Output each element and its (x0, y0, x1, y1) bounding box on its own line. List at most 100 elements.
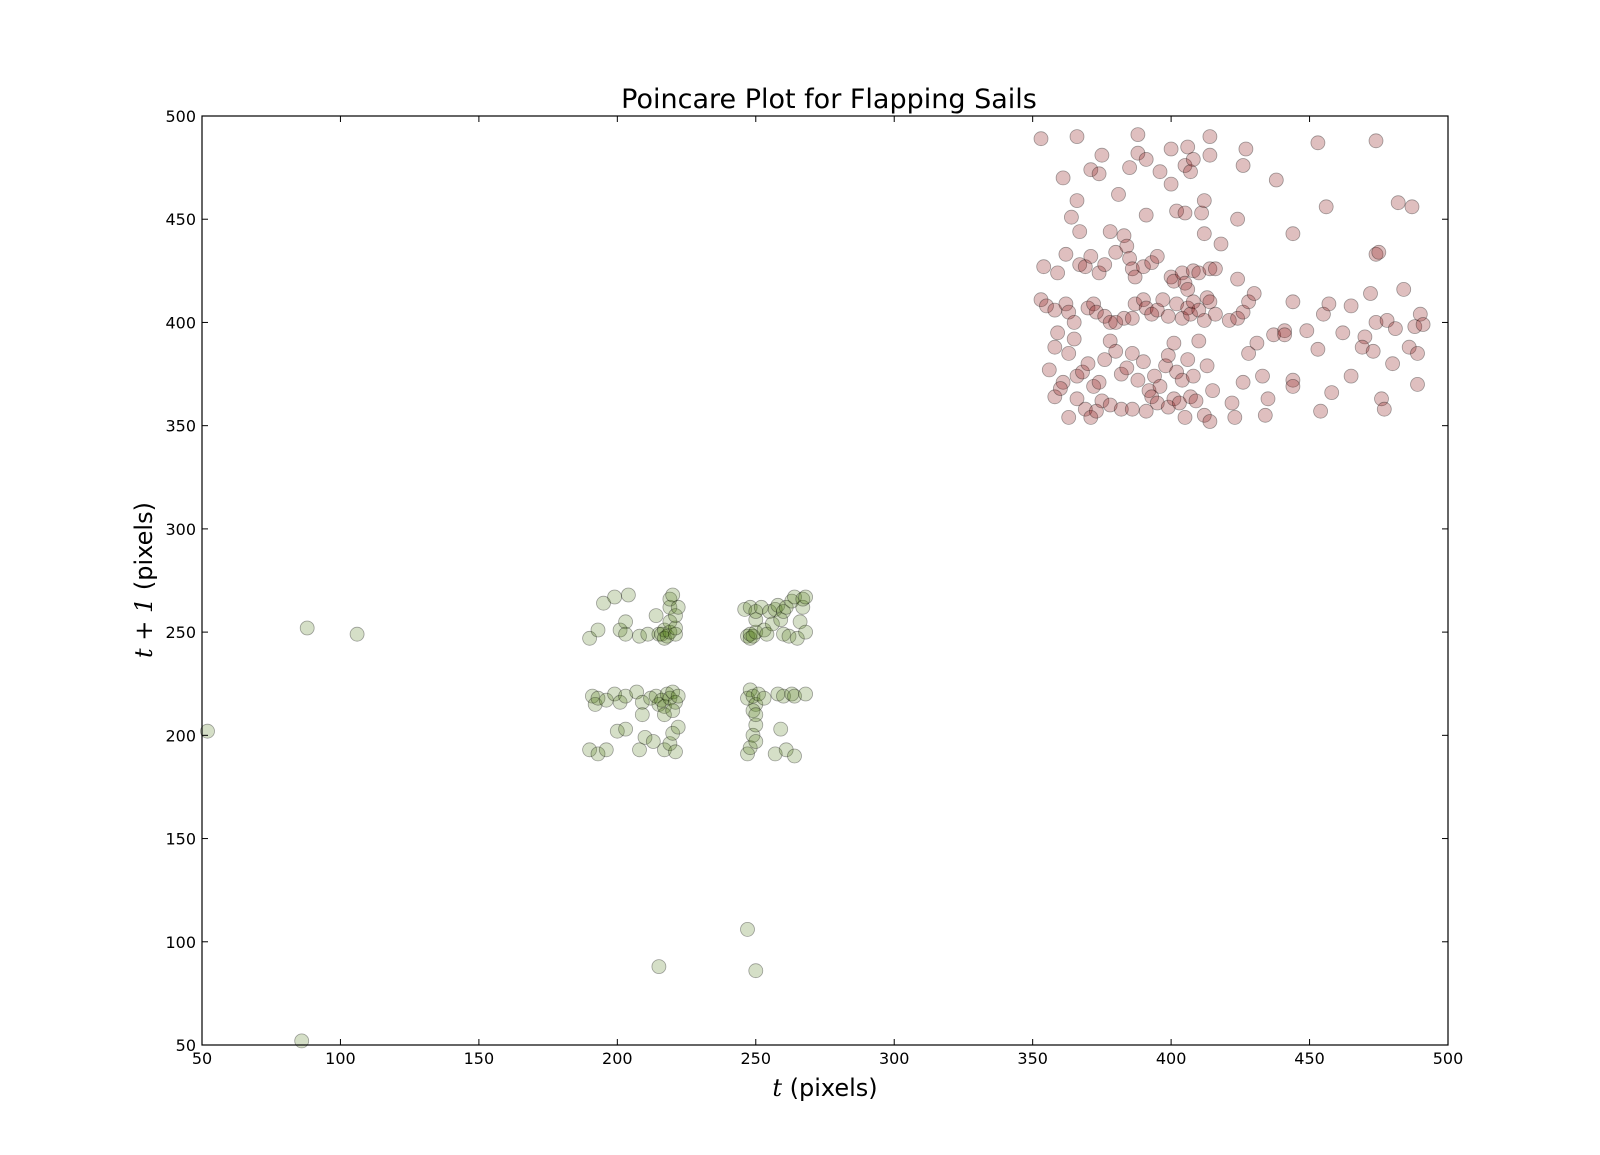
data-point-s0-39 (1036, 259, 1052, 275)
data-point-s1-49 (776, 626, 791, 642)
data-point-s0-17 (1177, 158, 1193, 173)
data-point-s0-137 (1113, 366, 1129, 382)
data-point-s0-155 (1235, 374, 1251, 390)
data-point-s1-39 (748, 612, 764, 628)
data-point-s1-52 (781, 628, 797, 644)
data-point-s0-43 (1077, 259, 1093, 275)
data-point-s0-98 (1199, 290, 1215, 306)
data-point-s0-164 (1365, 343, 1381, 359)
data-point-s1-38 (748, 624, 764, 640)
data-point-s1-45 (765, 616, 780, 632)
data-point-s1-28 (668, 626, 683, 642)
data-point-s0-117 (1379, 312, 1395, 328)
data-point-s0-142 (1141, 383, 1157, 399)
data-point-s0-199 (1410, 376, 1425, 392)
data-point-s1-77 (665, 684, 681, 700)
data-point-s0-7 (1083, 162, 1099, 178)
data-point-s0-141 (1136, 354, 1151, 370)
data-point-s0-90 (1160, 308, 1176, 324)
data-point-s0-170 (1053, 381, 1068, 396)
data-point-s0-168 (1410, 345, 1425, 361)
data-point-s1-112 (787, 748, 802, 764)
y-tick-label: 300 (165, 520, 196, 539)
data-point-s0-55 (1149, 248, 1165, 264)
data-point-s1-29 (668, 620, 683, 636)
data-point-s0-72 (1047, 302, 1063, 318)
data-point-s0-37 (1390, 195, 1406, 211)
data-point-s0-16 (1163, 176, 1179, 192)
data-point-s1-98 (645, 734, 661, 749)
data-point-s0-133 (1091, 374, 1107, 390)
y-tick-label: 150 (165, 830, 196, 849)
data-point-s0-53 (1136, 259, 1151, 275)
data-point-s0-89 (1155, 292, 1171, 308)
data-point-s1-30 (668, 608, 683, 623)
data-point-s0-88 (1149, 302, 1165, 318)
x-tick-label: 100 (325, 1049, 356, 1068)
data-point-s0-167 (1401, 339, 1417, 355)
data-point-s1-85 (756, 690, 772, 706)
y-axis-var: t + 1 (130, 598, 158, 658)
data-point-s0-8 (1091, 166, 1107, 182)
y-tick-label: 500 (165, 107, 196, 126)
data-point-s0-87 (1144, 306, 1160, 322)
data-point-s0-94 (1183, 306, 1198, 322)
data-point-s0-114 (1357, 329, 1373, 345)
data-point-s0-67 (1285, 226, 1301, 242)
data-point-s0-147 (1166, 335, 1182, 351)
data-point-s0-143 (1147, 368, 1162, 384)
data-point-s1-74 (657, 699, 672, 714)
data-point-s1-6 (748, 963, 764, 979)
y-axis-unit: (pixels) (130, 502, 158, 598)
data-point-s0-32 (1138, 207, 1154, 223)
data-point-s0-140 (1130, 372, 1146, 388)
data-point-s0-85 (1136, 292, 1151, 308)
data-point-s1-103 (670, 719, 686, 735)
data-point-s1-94 (609, 723, 625, 739)
data-point-s0-158 (1255, 368, 1270, 384)
data-point-s1-86 (770, 686, 786, 702)
data-point-s0-61 (1185, 263, 1201, 279)
data-point-s1-116 (745, 703, 761, 718)
data-point-s1-33 (740, 628, 755, 644)
data-point-s0-79 (1097, 308, 1113, 324)
data-point-s0-188 (1188, 393, 1204, 409)
data-point-s0-9 (1094, 147, 1110, 163)
y-tick-label: 350 (165, 417, 196, 436)
data-point-s0-48 (1116, 228, 1132, 244)
data-point-s1-47 (770, 597, 786, 613)
data-point-s0-129 (1069, 368, 1085, 384)
data-point-s0-102 (1230, 310, 1245, 326)
data-point-s1-79 (670, 688, 686, 704)
data-point-s0-5 (1368, 133, 1384, 149)
y-tick-label: 400 (165, 313, 196, 332)
data-point-s0-27 (1268, 172, 1284, 188)
data-point-s1-37 (745, 628, 761, 644)
data-point-s1-67 (618, 688, 633, 704)
data-point-s1-110 (773, 721, 789, 737)
data-point-s1-57 (795, 599, 811, 615)
data-point-s0-105 (1246, 286, 1262, 301)
data-point-s0-157 (1249, 335, 1265, 351)
data-point-s1-11 (612, 622, 628, 638)
data-point-s1-100 (662, 736, 678, 751)
data-point-s0-189 (1196, 407, 1212, 423)
data-point-s1-50 (776, 604, 791, 619)
data-point-s1-5 (740, 922, 755, 937)
data-point-s0-70 (1033, 292, 1049, 308)
y-tick-label: 100 (165, 933, 196, 952)
data-point-s1-17 (648, 608, 664, 623)
data-point-s0-166 (1385, 356, 1400, 372)
data-point-s0-29 (1069, 193, 1085, 209)
data-point-s1-25 (662, 599, 678, 615)
data-point-s1-27 (665, 587, 681, 603)
data-point-s0-74 (1061, 304, 1077, 320)
data-point-s0-191 (1224, 395, 1240, 411)
data-point-s1-14 (621, 587, 636, 603)
data-point-s0-151 (1185, 368, 1201, 384)
data-point-s1-92 (590, 746, 606, 762)
x-tick-label: 200 (602, 1049, 633, 1068)
y-tick-label: 200 (165, 726, 196, 745)
data-point-s1-46 (767, 602, 783, 617)
